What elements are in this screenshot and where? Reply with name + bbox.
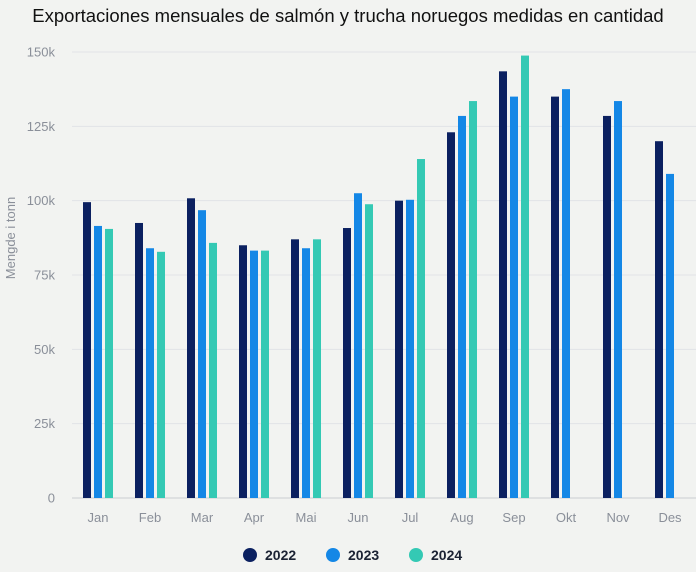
x-axis-ticks: Jan Feb Mar Apr Mai Jun Jul Aug Sep Okt Nov Des [88,510,683,525]
bar-2024-sep [521,55,529,499]
x-tick-label: Jul [402,510,419,525]
legend-item-2024[interactable]: 2024 [409,547,462,563]
bar-2022-jun [343,228,351,498]
legend-swatch [409,548,423,562]
bar-2022-des [655,141,663,498]
y-tick-label: 25k [34,416,55,431]
y-tick-label: 75k [34,268,55,283]
x-tick-label: Nov [606,510,630,525]
x-tick-label: Jan [88,510,109,525]
bar-2023-jan [94,225,102,498]
bar-2024-mar [209,242,217,498]
bar-2024-jul [417,159,425,499]
bar-2023-nov [614,101,622,498]
legend-label: 2023 [348,547,379,563]
chart-title: Exportaciones mensuales de salmón y truc… [32,5,664,26]
bar-2022-aug [447,132,455,498]
y-tick-label: 50k [34,342,55,357]
y-tick-label: 100k [27,193,56,208]
y-tick-label: 125k [27,119,56,134]
bar-2022-mar [187,198,195,498]
x-tick-label: Aug [450,510,473,525]
bar-2022-nov [603,115,611,498]
bar-2024-apr [261,250,269,498]
bar-2022-jul [395,200,403,498]
bar-2024-aug [469,101,477,498]
legend: 2022 2023 2024 [243,547,462,563]
bar-2023-mar [198,210,206,498]
bar-2023-aug [458,115,466,498]
legend-label: 2024 [431,547,462,563]
bar-2023-des [666,173,674,498]
y-tick-label: 150k [27,45,56,60]
x-tick-label: Mai [296,510,317,525]
bar-2023-mai [302,248,310,498]
bars [83,55,674,499]
legend-label: 2022 [265,547,296,563]
legend-swatch [326,548,340,562]
bar-2023-apr [250,250,258,498]
x-tick-label: Des [658,510,682,525]
bar-2022-feb [135,222,143,498]
legend-item-2023[interactable]: 2023 [326,547,379,563]
x-tick-label: Sep [502,510,525,525]
bar-2024-jan [105,228,113,498]
bar-2024-feb [157,251,165,498]
y-tick-label: 0 [48,491,55,506]
y-axis-title: Mengde i tonn [3,197,18,279]
legend-item-2022[interactable]: 2022 [243,547,296,563]
grid-lines [72,51,696,499]
x-tick-label: Okt [556,510,577,525]
legend-swatch [243,548,257,562]
bar-2023-sep [510,96,518,498]
bar-2022-apr [239,245,247,498]
x-tick-label: Mar [191,510,214,525]
bar-2022-mai [291,239,299,498]
bar-2024-mai [313,239,321,498]
bar-2022-jan [83,202,91,499]
bar-2022-sep [499,71,507,499]
x-tick-label: Jun [348,510,369,525]
bar-2024-jun [365,204,373,498]
bar-2023-jul [406,199,414,499]
x-tick-label: Apr [244,510,265,525]
bar-2022-okt [551,96,559,498]
bar-2023-jun [354,193,362,498]
bar-2023-okt [562,89,570,499]
x-tick-label: Feb [139,510,161,525]
y-axis-ticks: 0 25k 50k 75k 100k 125k 150k [27,45,56,506]
bar-2023-feb [146,248,154,498]
